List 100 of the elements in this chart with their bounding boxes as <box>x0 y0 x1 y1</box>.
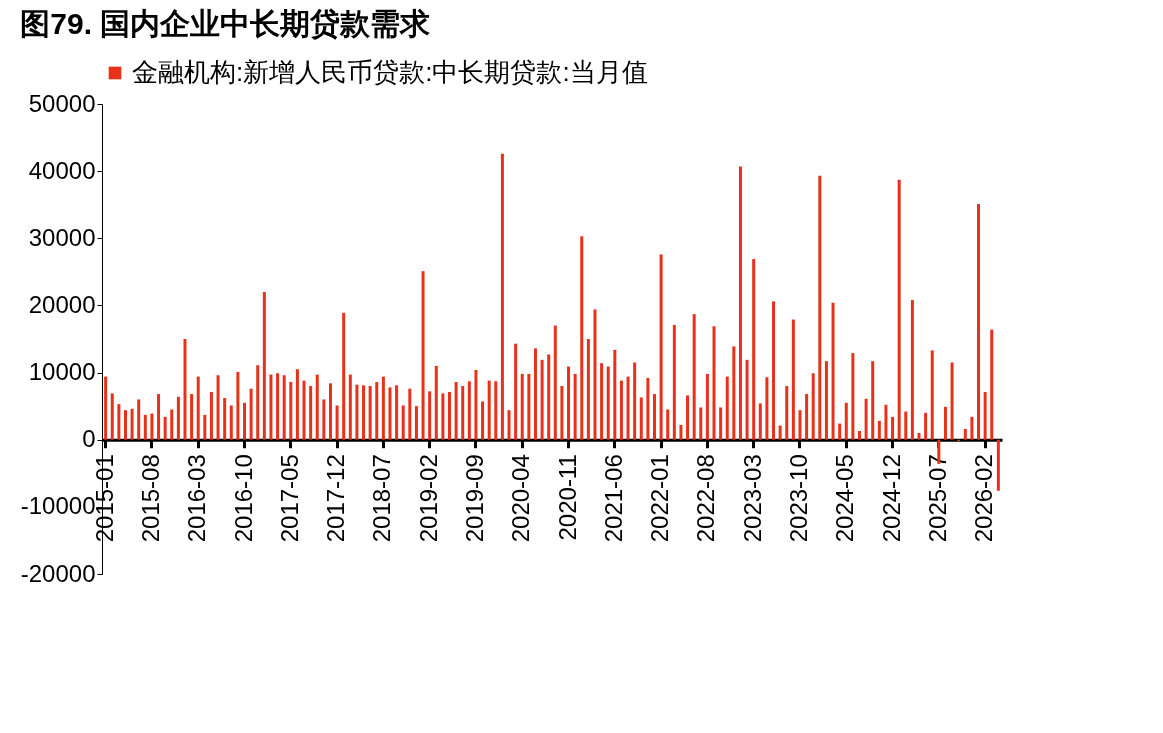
bar <box>190 394 194 440</box>
x-tick-label: 2024-05 <box>831 454 859 543</box>
x-tick-label: 2017-12 <box>322 454 350 543</box>
x-tick-label: 2020-11 <box>553 454 581 541</box>
y-tick-label: 0 <box>82 425 96 453</box>
x-tick-label: 2019-02 <box>414 454 442 543</box>
x-tick-label: 2026-02 <box>970 454 998 543</box>
bar <box>395 385 399 440</box>
bar <box>342 312 346 440</box>
bar <box>758 403 762 440</box>
bar <box>891 416 895 440</box>
bar <box>428 391 432 440</box>
x-tick-label: 2024-12 <box>877 454 905 543</box>
bar <box>606 366 610 440</box>
bar <box>884 404 888 440</box>
bar <box>487 380 491 440</box>
bar <box>388 387 392 440</box>
bar <box>302 380 306 440</box>
bar <box>355 384 359 440</box>
bar <box>322 399 326 440</box>
bar <box>752 259 756 440</box>
x-tick-label: 2020-04 <box>507 454 535 543</box>
bar <box>520 373 524 440</box>
bar <box>851 353 855 440</box>
bar <box>646 377 650 440</box>
bar <box>567 366 571 440</box>
bar <box>335 405 339 440</box>
bar <box>659 254 663 440</box>
bar <box>573 373 577 440</box>
bar <box>269 374 273 440</box>
bar <box>150 413 154 440</box>
bar <box>256 365 260 440</box>
bar <box>798 410 802 440</box>
bar <box>553 325 557 440</box>
bar <box>309 386 313 440</box>
bar <box>897 179 901 440</box>
x-tick-label: 2023-03 <box>738 454 766 543</box>
bar <box>910 300 914 440</box>
bar <box>500 153 504 440</box>
bar <box>924 412 928 440</box>
bar <box>639 397 643 440</box>
bar <box>593 309 597 440</box>
bar <box>448 392 451 440</box>
bar <box>362 385 366 440</box>
bar <box>223 398 227 440</box>
bar <box>831 302 835 440</box>
legend-label: 金融机构:新增人民币贷款:中长期贷款:当月值 <box>132 57 648 87</box>
bar <box>778 425 782 440</box>
bar <box>229 405 233 440</box>
bar <box>527 373 531 440</box>
bar <box>725 376 729 440</box>
bar <box>765 377 769 440</box>
bar <box>441 393 445 440</box>
bar <box>123 410 127 440</box>
bar <box>434 365 438 440</box>
bar <box>619 380 623 440</box>
bar <box>368 386 372 440</box>
bar <box>276 373 280 440</box>
x-tick-label: 2022-01 <box>646 454 674 543</box>
bar <box>600 363 604 440</box>
bar <box>791 319 795 440</box>
bar <box>626 376 630 440</box>
bar <box>666 409 670 440</box>
bar <box>818 175 822 440</box>
bar <box>586 339 590 440</box>
x-tick-label: 2016-10 <box>229 454 257 543</box>
bar <box>719 407 723 440</box>
bar <box>977 204 981 440</box>
bar <box>785 386 789 440</box>
bar <box>454 381 458 440</box>
bar <box>547 354 551 440</box>
bar <box>686 395 690 440</box>
bar <box>163 416 167 440</box>
bar <box>507 410 511 440</box>
bar <box>209 392 213 440</box>
bar <box>692 314 696 440</box>
x-tick-label: 2022-08 <box>692 454 720 543</box>
bar <box>705 373 709 440</box>
bar <box>613 349 617 440</box>
bar <box>467 381 471 440</box>
x-tick-label: 2025-07 <box>923 454 951 543</box>
bar <box>990 329 994 440</box>
bar <box>983 392 987 440</box>
bar <box>421 271 425 440</box>
bar <box>170 409 174 440</box>
bar <box>772 301 776 440</box>
bar <box>381 376 385 440</box>
bar <box>461 386 465 440</box>
bar <box>494 381 498 440</box>
bar <box>481 401 485 440</box>
y-tick-label: 30000 <box>28 223 96 251</box>
bar <box>540 359 544 440</box>
bar <box>414 406 418 440</box>
x-tick-label: 2019-09 <box>460 454 488 543</box>
bar <box>838 423 842 440</box>
bar <box>950 362 954 440</box>
x-tick-label: 2021-06 <box>599 454 627 543</box>
bar <box>243 402 247 440</box>
bar <box>401 405 405 440</box>
bar <box>533 348 537 440</box>
